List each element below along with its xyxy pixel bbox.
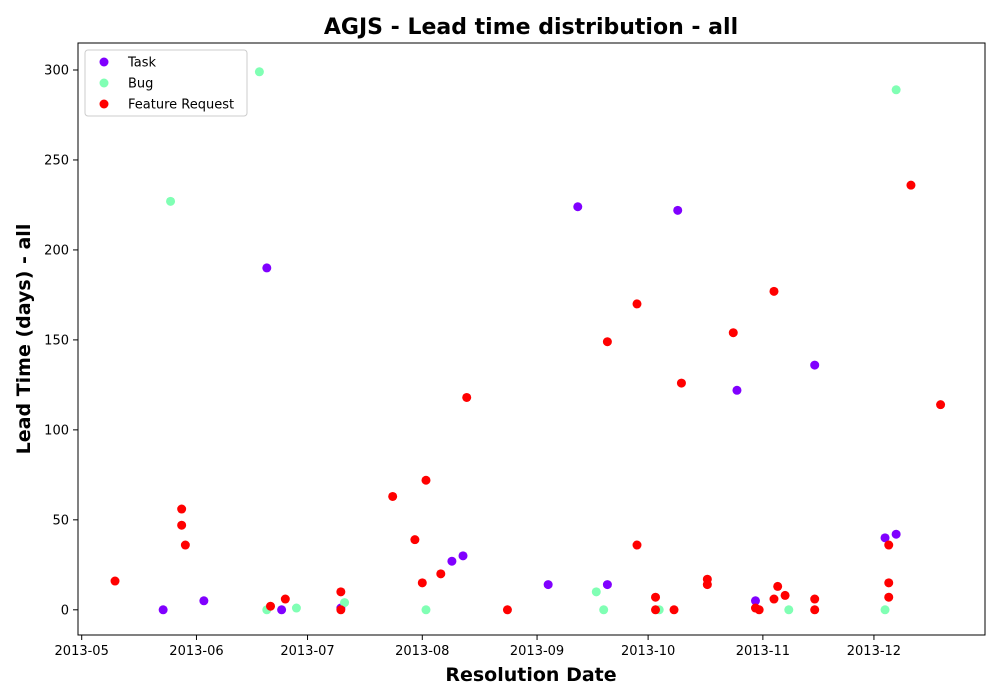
x-tick-label: 2013-06 (169, 644, 223, 659)
data-point (462, 392, 472, 402)
series-feature-request (110, 180, 946, 615)
y-tick-label: 50 (52, 513, 69, 528)
legend-marker (99, 99, 109, 109)
data-point (769, 286, 779, 296)
y-tick-label: 250 (44, 153, 69, 168)
data-point (773, 581, 783, 591)
y-tick-label: 200 (44, 243, 69, 258)
data-point (810, 594, 820, 604)
x-axis-label: Resolution Date (445, 664, 616, 686)
points-layer (110, 67, 946, 615)
x-tick-label: 2013-11 (736, 644, 790, 659)
x-tick-label: 2013-12 (847, 644, 901, 659)
data-point (388, 491, 398, 501)
y-tick-label: 300 (44, 63, 69, 78)
x-tick-label: 2013-05 (55, 644, 109, 659)
x-tick-label: 2013-08 (395, 644, 449, 659)
data-point (447, 556, 457, 566)
data-point (421, 475, 431, 485)
x-tick-label: 2013-10 (621, 644, 675, 659)
data-point (502, 605, 512, 615)
data-point (810, 360, 820, 370)
y-axis: 0 50 100 150 200 250 300 (44, 63, 78, 618)
data-point (280, 594, 290, 604)
plot-frame (77, 42, 986, 636)
data-point (436, 569, 446, 579)
data-point (936, 400, 946, 410)
data-point (784, 605, 794, 615)
y-axis-label: Lead Time (days) - all (13, 224, 35, 455)
x-axis: 2013-05 2013-06 2013-07 2013-08 2013-09 2013-… (55, 635, 901, 659)
legend-marker (99, 57, 109, 67)
data-point (884, 540, 894, 550)
data-point (632, 540, 642, 550)
series-task (158, 202, 901, 615)
data-point (651, 605, 661, 615)
data-point (336, 587, 346, 597)
data-point (410, 535, 420, 545)
data-point (543, 580, 553, 590)
plot-area (77, 42, 986, 636)
data-point (880, 533, 890, 543)
data-point (340, 598, 350, 608)
legend: Task Bug Feature Request (84, 49, 248, 117)
data-point (458, 551, 468, 561)
data-point (880, 605, 890, 615)
data-point (262, 263, 272, 273)
legend-label: Task (127, 56, 157, 71)
data-point (702, 580, 712, 590)
data-point (750, 596, 760, 606)
data-point (336, 605, 346, 615)
data-point (891, 529, 901, 539)
data-point (417, 578, 427, 588)
legend-frame (84, 49, 248, 117)
chart-title: AGJS - Lead time distribution - all (324, 15, 738, 40)
data-point (177, 504, 187, 514)
y-tick-label: 100 (44, 423, 69, 438)
data-point (199, 596, 209, 606)
data-point (810, 605, 820, 615)
data-point (166, 196, 176, 206)
data-point (632, 299, 642, 309)
data-point (884, 578, 894, 588)
data-point (573, 202, 583, 212)
data-point (676, 378, 686, 388)
data-point (421, 605, 431, 615)
data-point (254, 67, 264, 77)
data-point (906, 180, 916, 190)
data-point (884, 592, 894, 602)
legend-label: Bug (128, 77, 153, 92)
data-point (266, 601, 276, 611)
data-point (291, 603, 301, 613)
data-point (732, 385, 742, 395)
data-point (602, 580, 612, 590)
data-point (602, 337, 612, 347)
data-point (891, 85, 901, 95)
data-point (669, 605, 679, 615)
y-tick-label: 0 (61, 603, 69, 618)
data-point (277, 605, 287, 615)
x-tick-label: 2013-07 (280, 644, 334, 659)
x-tick-label: 2013-09 (510, 644, 564, 659)
data-point (728, 328, 738, 338)
data-point (651, 592, 661, 602)
data-point (177, 520, 187, 530)
data-point (673, 205, 683, 215)
data-point (769, 594, 779, 604)
data-point (591, 587, 601, 597)
legend-label: Feature Request (128, 98, 234, 113)
data-point (180, 540, 190, 550)
data-point (158, 605, 168, 615)
legend-marker (99, 78, 109, 88)
data-point (780, 590, 790, 600)
data-point (110, 576, 120, 586)
data-point (754, 605, 764, 615)
data-point (599, 605, 609, 615)
y-tick-label: 150 (44, 333, 69, 348)
